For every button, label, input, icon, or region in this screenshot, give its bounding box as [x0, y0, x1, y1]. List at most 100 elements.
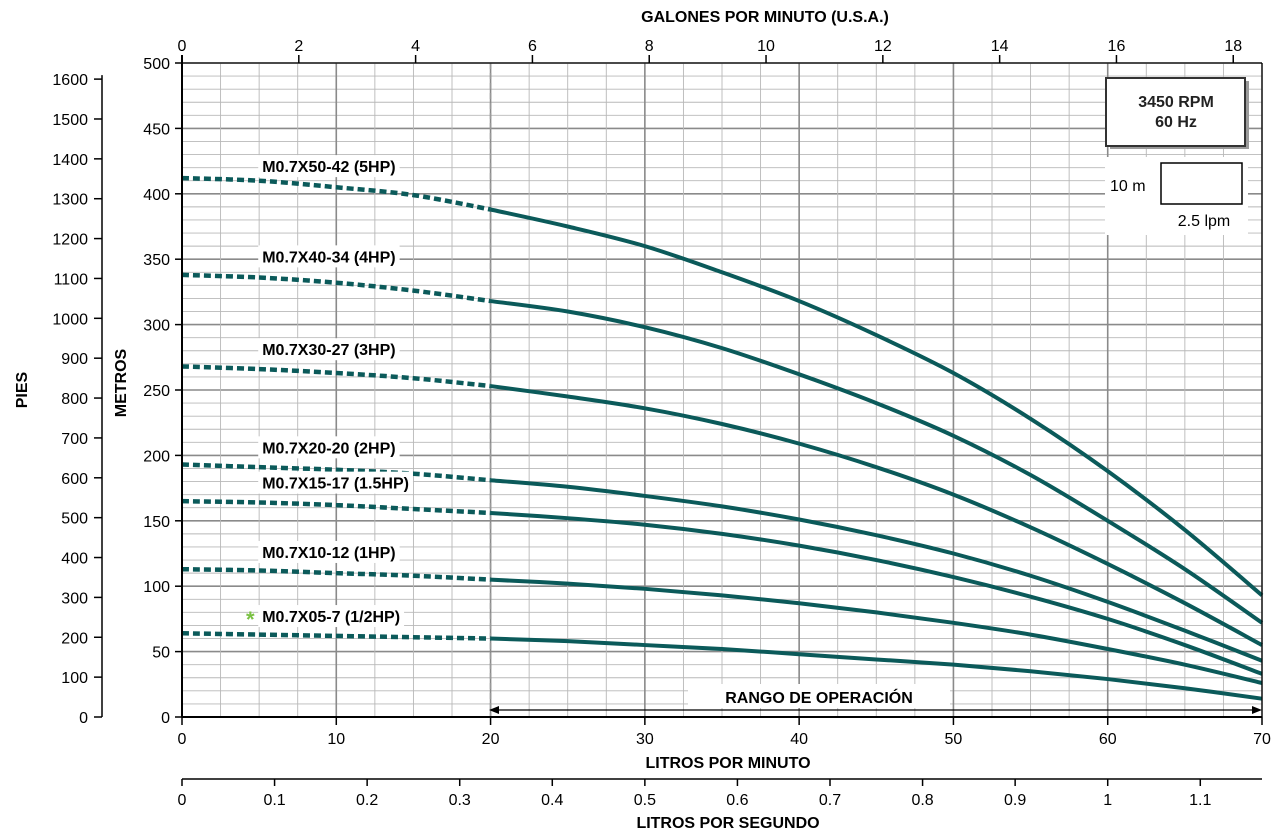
- gpm-tick-label: 18: [1224, 38, 1242, 55]
- lpm-tick-label: 30: [636, 731, 654, 748]
- curve-solid-0: [490, 207, 1264, 597]
- metros-tick-label: 150: [143, 514, 170, 531]
- gpm-tick-label: 16: [1108, 38, 1126, 55]
- curve-dashed-3: [181, 462, 491, 483]
- pies-tick-label: 100: [61, 670, 88, 687]
- curve-solid-2: [490, 384, 1263, 647]
- curve-label-bg: [258, 338, 400, 361]
- metros-tick-label: 300: [143, 318, 170, 335]
- gpm-tick-label: 4: [411, 38, 420, 55]
- scale-vertical-label: 10 m: [1110, 178, 1146, 195]
- curve-label: M0.7X30-27 (3HP): [262, 342, 395, 359]
- curve-solid-6: [490, 636, 1263, 701]
- lps-tick-label: 0.6: [726, 792, 748, 809]
- curve-solid-4: [490, 510, 1263, 676]
- curve-label: M0.7X40-34 (4HP): [262, 249, 395, 266]
- pies-tick-label: 1600: [52, 72, 88, 89]
- pies-tick-label: 900: [61, 351, 88, 368]
- pies-tick-label: 300: [61, 590, 88, 607]
- arrow-right-head: [1252, 706, 1262, 714]
- grid-scale-legend: 10 m 2.5 lpm: [1105, 157, 1248, 235]
- curve-label: M0.7X10-12 (1HP): [262, 545, 395, 562]
- arrow-left-head: [489, 706, 499, 714]
- curve-label: M0.7X05-7 (1/2HP): [262, 609, 400, 626]
- gpm-tick-label: 0: [178, 38, 187, 55]
- lpm-tick-label: 0: [178, 731, 187, 748]
- gpm-tick-label: 10: [757, 38, 775, 55]
- metros-tick-label: 100: [143, 579, 170, 596]
- lpm-tick-label: 40: [790, 731, 808, 748]
- operating-range-label: RANGO DE OPERACIÓN: [725, 688, 913, 707]
- scale-cell: [1160, 162, 1243, 205]
- axes: 0501001502002503003504004505000100200300…: [52, 38, 1271, 809]
- curve-label-bg: [258, 155, 400, 178]
- pies-tick-label: 1400: [52, 152, 88, 169]
- metros-tick-label: 500: [143, 56, 170, 73]
- pies-tick-label: 1100: [54, 271, 89, 288]
- lps-tick-label: 0.5: [634, 792, 656, 809]
- curve-solid-3: [490, 478, 1263, 663]
- pies-tick-label: 1500: [52, 112, 88, 129]
- pies-tick-label: 700: [61, 431, 88, 448]
- metros-tick-label: 450: [143, 121, 170, 138]
- scale-horizontal-label: 2.5 lpm: [1178, 213, 1230, 230]
- left-axis-title: PIES: [14, 371, 31, 408]
- rpm-text: 3450 RPM: [1138, 94, 1214, 111]
- inner-axis-title: METROS: [113, 348, 130, 417]
- curve-label-bg: [258, 245, 400, 268]
- pies-tick-label: 500: [61, 511, 88, 528]
- pies-tick-label: 1000: [52, 311, 88, 328]
- lpm-tick-label: 10: [327, 731, 345, 748]
- operating-range: RANGO DE OPERACIÓN: [489, 684, 1262, 714]
- gpm-tick-label: 2: [294, 38, 303, 55]
- pies-tick-label: 1300: [52, 192, 88, 209]
- operating-range-label-bg: [688, 684, 950, 708]
- rpm-box: [1105, 77, 1246, 147]
- lps-tick-label: 0.1: [263, 792, 285, 809]
- curve-dashed-0: [181, 175, 491, 212]
- curve-labels: M0.7X50-42 (5HP) M0.7X40-34 (4HP) M0.7X30-…: [258, 155, 413, 628]
- curve-label: M0.7X15-17 (1.5HP): [262, 476, 409, 493]
- metros-tick-label: 0: [161, 710, 170, 727]
- lps-tick-label: 0.4: [541, 792, 563, 809]
- curve-label-bg: [258, 540, 400, 563]
- curve-solid-1: [490, 299, 1264, 625]
- curve-dashed-4: [181, 498, 491, 516]
- rpm-info-box: 3450 RPM 60 Hz: [1105, 77, 1249, 149]
- pump-curves: [181, 175, 1264, 701]
- pies-tick-label: 0: [79, 710, 88, 727]
- top-axis-title: GALONES POR MINUTO (U.S.A.): [641, 9, 889, 26]
- lps-tick-label: 0: [178, 792, 187, 809]
- curve-dashed-2: [181, 364, 491, 389]
- curve-label-bg: [258, 436, 400, 459]
- pies-tick-label: 600: [61, 471, 88, 488]
- curve-label-bg: [258, 605, 405, 628]
- lpm-tick-label: 70: [1253, 731, 1271, 748]
- lpm-tick-label: 60: [1099, 731, 1117, 748]
- metros-tick-label: 350: [143, 252, 170, 269]
- pies-tick-label: 400: [61, 551, 88, 568]
- gpm-tick-label: 8: [645, 38, 654, 55]
- lps-tick-label: 0.3: [449, 792, 471, 809]
- curve-label-bg: [258, 471, 413, 494]
- pies-tick-label: 200: [61, 630, 88, 647]
- lps-tick-label: 0.2: [356, 792, 378, 809]
- lps-tick-label: 1.1: [1189, 792, 1211, 809]
- metros-tick-label: 200: [143, 448, 170, 465]
- curve-label: M0.7X50-42 (5HP): [262, 159, 395, 176]
- metros-tick-label: 250: [143, 383, 170, 400]
- lpm-tick-label: 50: [945, 731, 963, 748]
- metros-tick-label: 400: [143, 187, 170, 204]
- gpm-tick-label: 6: [528, 38, 537, 55]
- metros-tick-label: 50: [152, 645, 170, 662]
- lps-tick-label: 0.9: [1004, 792, 1026, 809]
- curve-solid-5: [490, 577, 1263, 685]
- pies-tick-label: 1200: [52, 232, 88, 249]
- lps-tick-label: 0.8: [911, 792, 933, 809]
- pies-tick-label: 800: [61, 391, 88, 408]
- curve-dashed-6: [181, 631, 491, 641]
- gpm-tick-label: 14: [991, 38, 1009, 55]
- lpm-tick-label: 20: [482, 731, 500, 748]
- curve-label: M0.7X20-20 (2HP): [262, 440, 395, 457]
